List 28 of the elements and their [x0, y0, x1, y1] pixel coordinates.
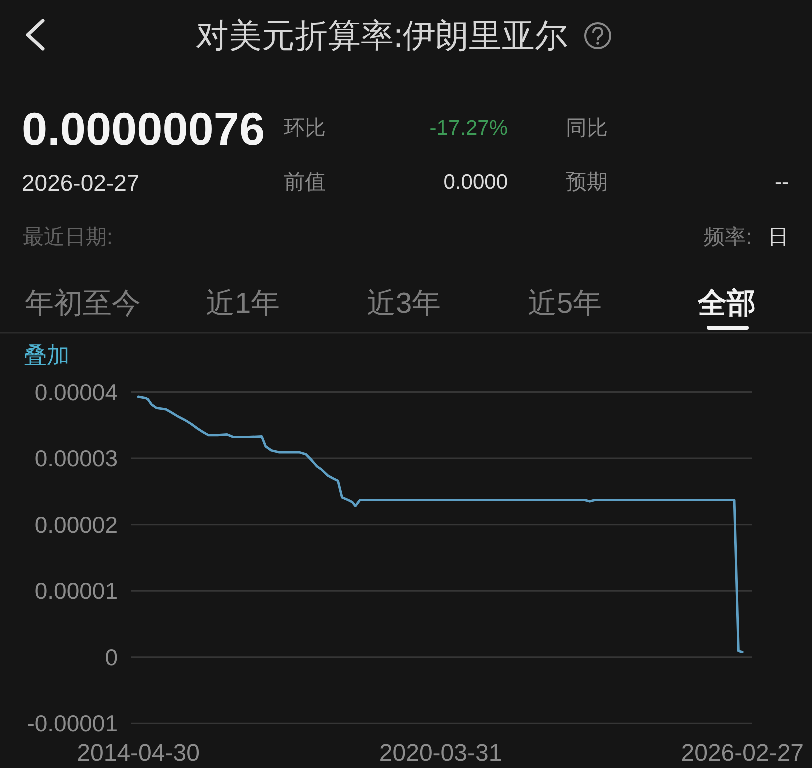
text: 前值	[284, 171, 326, 194]
text: 0.00000076	[22, 103, 266, 155]
x-tick-label: 2014-04-30	[77, 740, 200, 767]
text: 同比	[566, 117, 608, 140]
y-tick-label: -0.00001	[27, 710, 118, 737]
y-tick-label: 0.00001	[34, 578, 118, 604]
text: 最近日期:	[23, 226, 113, 249]
text: 环比	[284, 117, 326, 140]
text: 近1年	[206, 288, 280, 320]
text: 年初至今	[25, 288, 141, 320]
chart-title: 对美元折算率:伊朗里亚尔	[196, 17, 568, 54]
text: 近5年	[528, 288, 602, 320]
text: 2026-02-27	[22, 170, 140, 196]
y-tick-label: 0.00003	[34, 446, 118, 472]
text: 日	[768, 226, 789, 249]
x-tick-label: 2026-02-27	[681, 740, 804, 767]
text: 频率:	[704, 226, 752, 249]
y-tick-label: 0.00004	[34, 379, 118, 406]
y-tick-label: 0	[105, 644, 118, 670]
text: 0.0000	[444, 171, 508, 194]
text: --	[775, 171, 789, 194]
text: 预期	[566, 171, 608, 194]
text: 全部	[697, 287, 756, 320]
text: 叠加	[24, 342, 70, 368]
text: 近3年	[367, 288, 442, 320]
x-tick-label: 2020-03-31	[379, 740, 502, 767]
y-tick-label: 0.00002	[34, 512, 118, 538]
text: -17.27%	[430, 117, 508, 140]
